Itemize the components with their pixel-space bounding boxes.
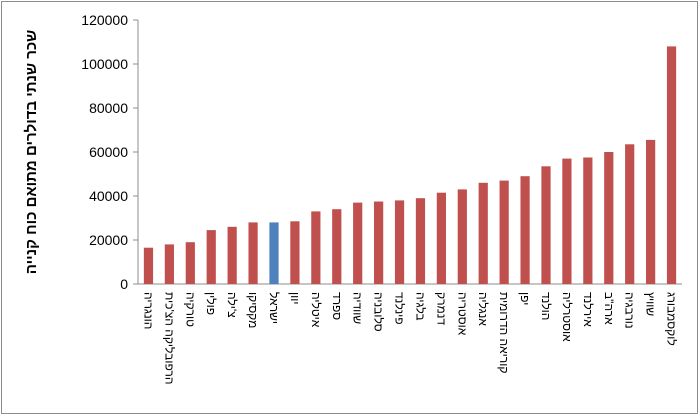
x-tick-label: אירלנד [581, 292, 595, 327]
x-tick-label: ספרד [330, 292, 344, 320]
x-tick-label: הרפובליקה הצ'כית [162, 292, 176, 384]
y-tick-label: 60000 [89, 144, 128, 160]
x-tick-label: הולנד [539, 292, 553, 320]
x-tick-label: אנגליה [476, 292, 490, 326]
x-tick-label: מקסיקו [246, 292, 260, 328]
y-tick-label: 100000 [81, 56, 128, 72]
bar [332, 209, 342, 284]
bar [646, 139, 656, 284]
bar [206, 230, 216, 284]
bar [415, 198, 426, 284]
x-tick-label: שוודיה [351, 292, 365, 324]
bar [290, 221, 300, 284]
bar [394, 200, 405, 284]
bar [604, 152, 614, 284]
bar [436, 192, 446, 284]
x-tick-label: הונגריה [141, 292, 155, 329]
x-tick-label: דנמרק [434, 292, 448, 325]
bar [541, 166, 551, 284]
x-tick-label: אוסטריה [455, 292, 469, 336]
x-tick-label: קוריאה הדרומית [497, 292, 511, 373]
x-tick-label: נורבגיה [623, 292, 637, 329]
y-tick-label: 120000 [81, 12, 128, 28]
bar [269, 222, 279, 284]
bar [625, 144, 635, 284]
x-tick-label: יוון [288, 292, 302, 304]
x-tick-label: ארה"ב [602, 292, 616, 325]
bar [353, 202, 363, 284]
bar [478, 182, 488, 284]
x-tick-label: פולין [204, 292, 218, 315]
bar [311, 211, 321, 284]
y-axis-title: שכר שנתי בדולרים מתואם כוח קנייה [23, 30, 40, 275]
y-tick-label: 80000 [89, 100, 128, 116]
bar [143, 247, 154, 284]
bar [457, 189, 467, 284]
y-tick-label: 0 [120, 276, 128, 292]
x-tick-label: לוקסמבורג [665, 292, 679, 346]
x-tick-label: בלגיה [413, 292, 427, 321]
bar [185, 242, 195, 284]
x-tick-label: צ'ילה [225, 292, 239, 318]
x-tick-label: פינלנד [393, 292, 407, 325]
x-tick-label: איטליה [309, 292, 323, 328]
x-tick-label: סלובניה [372, 292, 386, 332]
x-tick-label: אוסטרליה [560, 292, 574, 342]
x-tick-label: שוויץ [644, 292, 658, 316]
x-tick-label: יפן [518, 292, 532, 305]
bar [520, 176, 530, 284]
bar [562, 158, 572, 284]
x-tick-label: ישראל [267, 292, 281, 324]
bar [164, 244, 174, 284]
bar [583, 157, 593, 284]
bar [248, 222, 258, 284]
bar [499, 180, 509, 284]
y-tick-label: 40000 [89, 188, 128, 204]
y-tick-label: 20000 [89, 232, 128, 248]
x-tick-label: טורקיה [183, 292, 197, 327]
bar [227, 226, 237, 284]
bar [374, 201, 384, 284]
bar [666, 46, 677, 285]
